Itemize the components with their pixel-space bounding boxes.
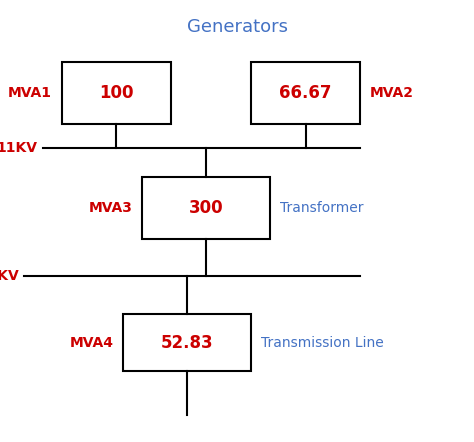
Text: MVA2: MVA2	[370, 86, 414, 100]
Text: MVA3: MVA3	[89, 201, 133, 215]
Text: 66.67: 66.67	[280, 84, 332, 102]
Text: 33KV: 33KV	[0, 269, 19, 283]
Text: 11KV: 11KV	[0, 141, 38, 155]
Text: MVA4: MVA4	[70, 335, 114, 350]
Bar	[251, 62, 360, 124]
Text: 300: 300	[189, 199, 224, 217]
Text: Transmission Line: Transmission Line	[261, 335, 383, 350]
Text: 52.83: 52.83	[161, 334, 214, 351]
Text: MVA1: MVA1	[8, 86, 52, 100]
Text: Transformer: Transformer	[280, 201, 363, 215]
Text: Generators: Generators	[186, 18, 288, 35]
Text: 100: 100	[99, 84, 133, 102]
Bar	[123, 314, 251, 371]
Bar	[142, 177, 270, 239]
Bar	[62, 62, 171, 124]
